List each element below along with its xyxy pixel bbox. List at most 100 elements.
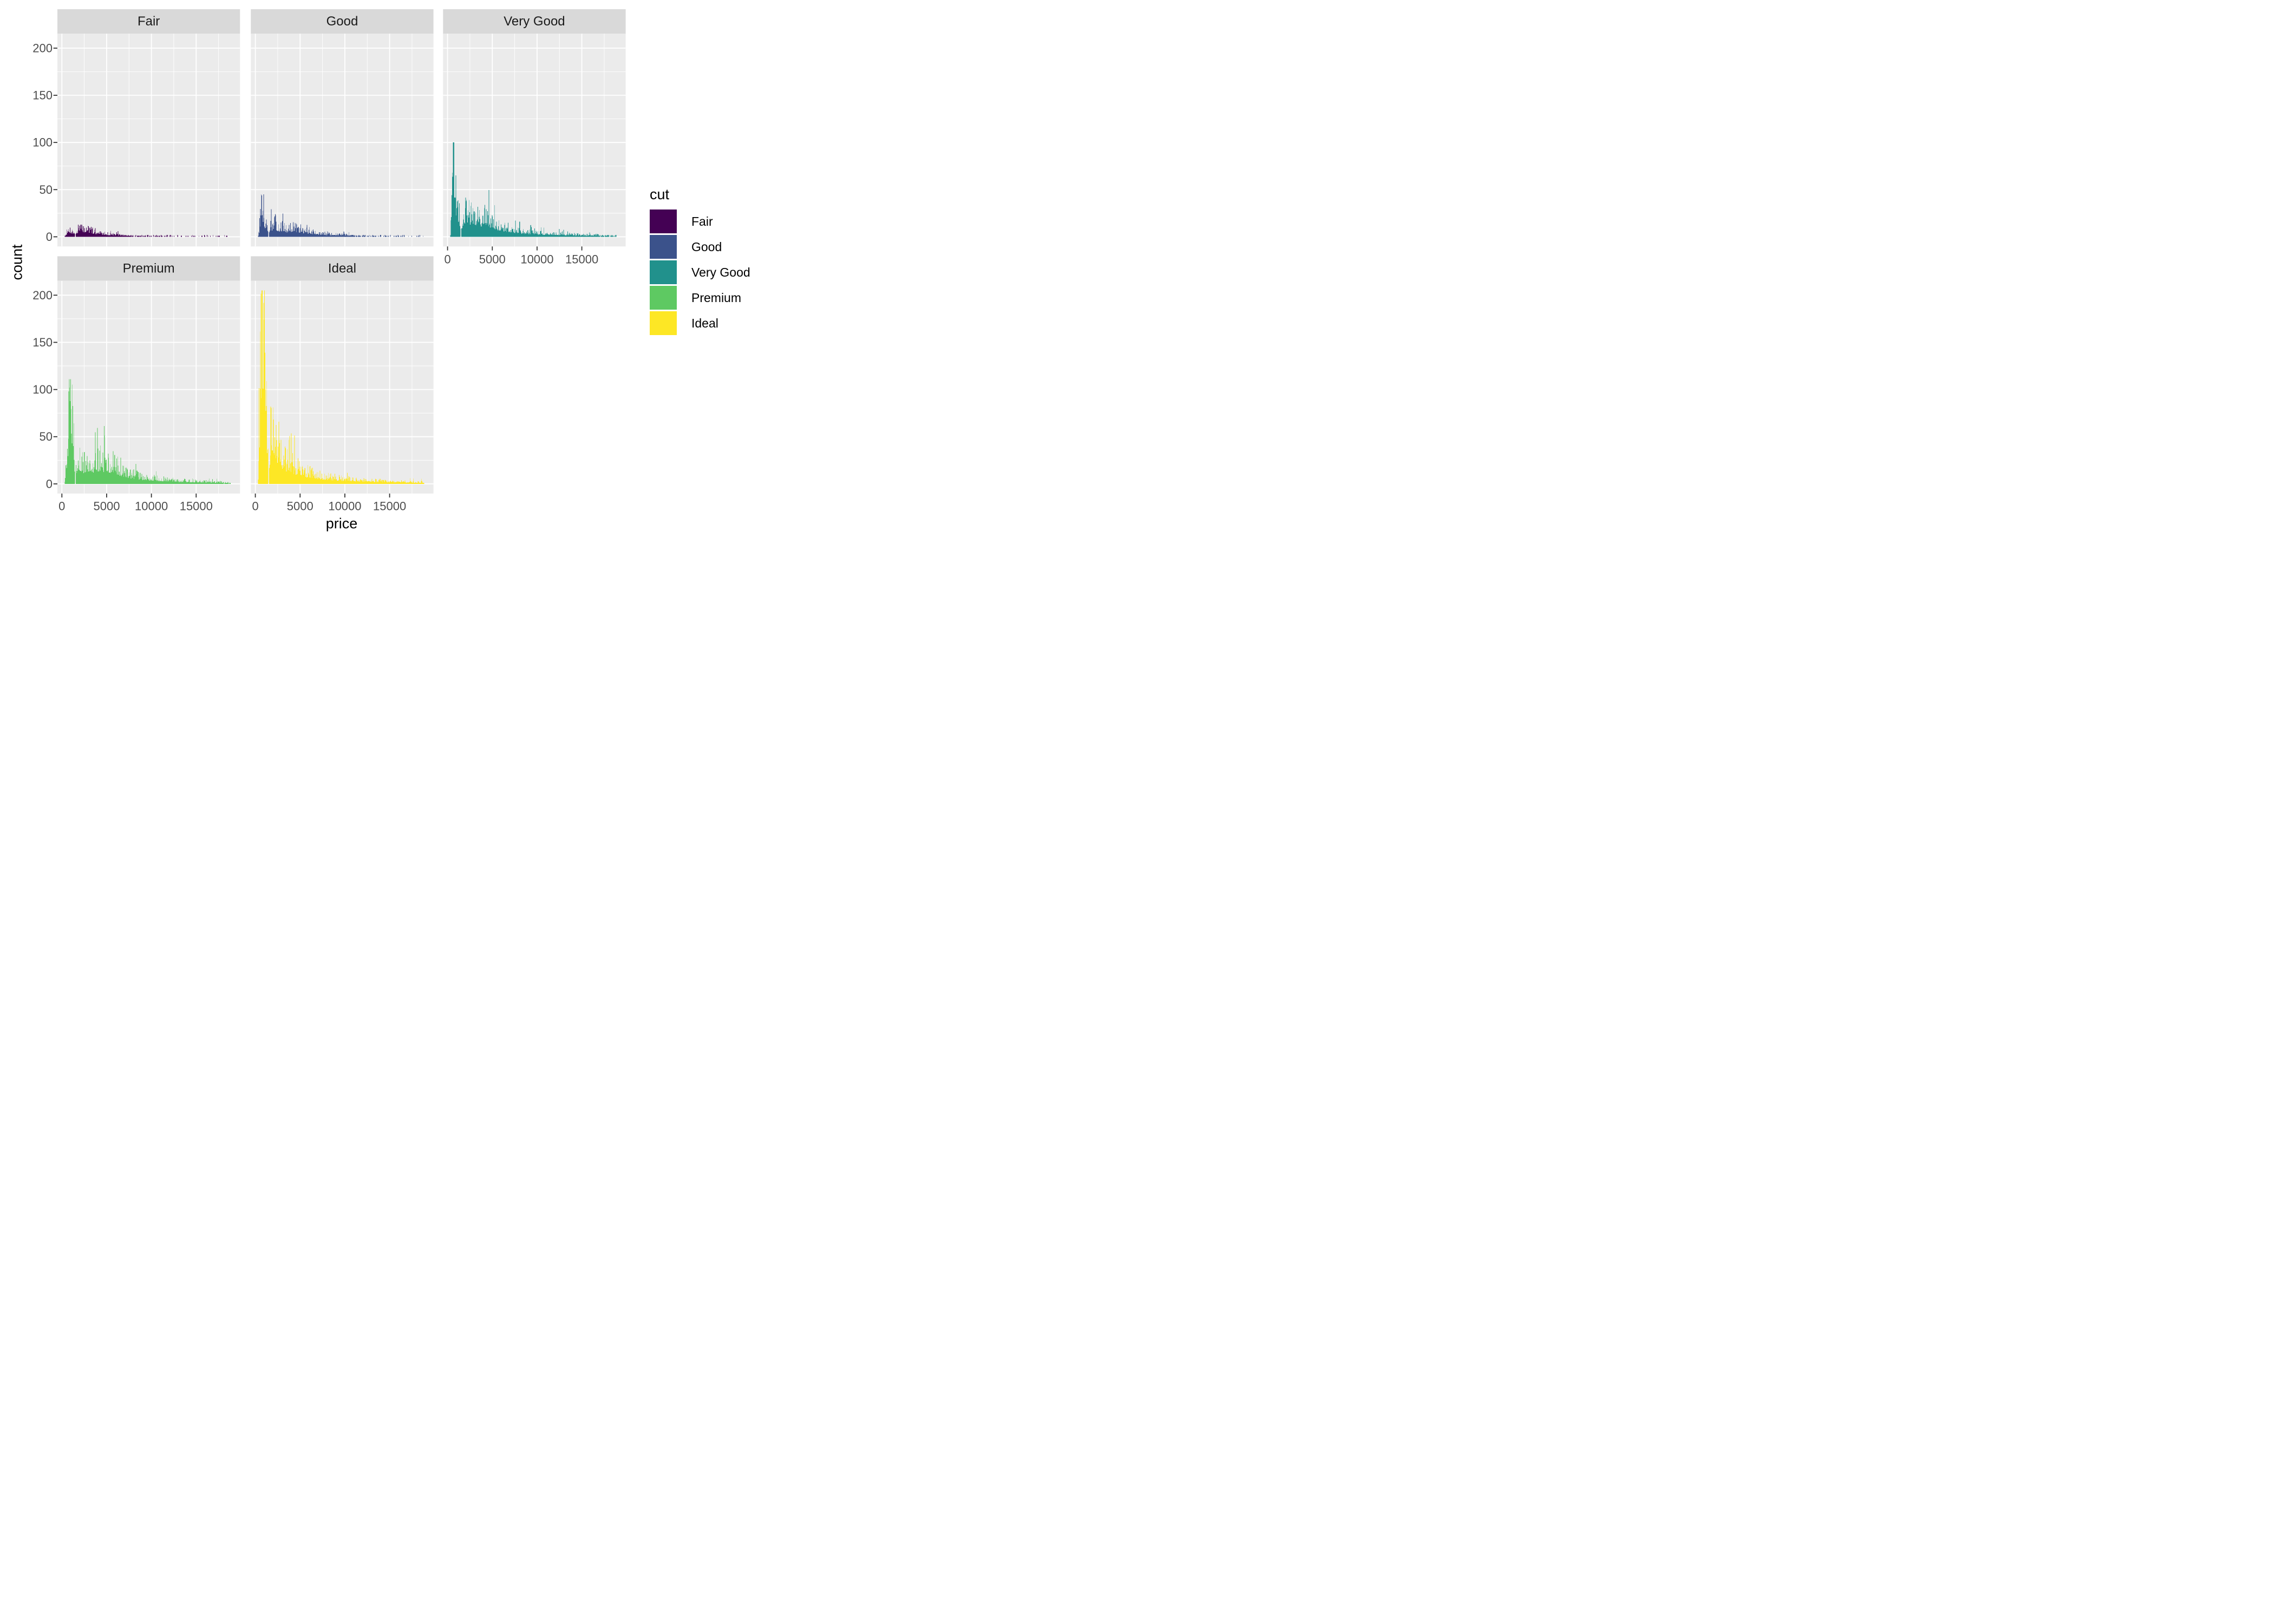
histogram-bar — [211, 482, 212, 484]
histogram-bar — [162, 235, 164, 237]
histogram-bar — [411, 482, 412, 484]
histogram-bar — [138, 235, 139, 237]
histogram-bar — [156, 234, 157, 237]
histogram-bar — [306, 225, 308, 237]
histogram-bar — [185, 235, 186, 237]
histogram-bar — [172, 481, 173, 484]
histogram-bar — [178, 481, 179, 484]
histogram-bar — [339, 480, 341, 484]
histogram-bar — [202, 482, 203, 484]
histogram-bar — [171, 479, 172, 484]
histogram-bar — [356, 477, 357, 484]
histogram-bar — [574, 233, 575, 237]
histogram-bar — [284, 223, 285, 237]
histogram-bar — [123, 235, 125, 237]
histogram-bar — [115, 470, 116, 484]
histogram-bar — [312, 474, 313, 484]
histogram-bar — [81, 472, 82, 484]
panel-grid — [443, 34, 626, 247]
histogram-bar — [351, 235, 352, 237]
histogram-bar — [270, 227, 271, 237]
histogram-bar — [280, 222, 282, 237]
histogram-bar — [299, 228, 300, 237]
histogram-bar — [117, 234, 118, 237]
histogram-bar — [293, 466, 295, 484]
histogram-bar — [322, 479, 323, 484]
histogram-bar — [93, 473, 94, 484]
histogram-bar — [109, 235, 110, 237]
y-tick-label: 200 — [32, 289, 53, 302]
histogram-bar — [359, 481, 360, 484]
histogram-bar — [477, 219, 478, 237]
histogram-bar — [91, 227, 92, 237]
histogram-bar — [69, 232, 70, 237]
histogram-bar — [540, 231, 541, 237]
histogram-bar — [585, 235, 586, 237]
histogram-bar — [370, 235, 371, 237]
legend: cut Fair Good Very Good Premium Ideal — [650, 187, 750, 337]
histogram-bar — [471, 202, 472, 237]
x-tick-label: 10000 — [520, 252, 553, 266]
histogram-bar — [416, 482, 417, 484]
histogram-bar — [406, 482, 407, 484]
histogram-bar — [267, 231, 268, 237]
histogram-bar — [333, 476, 334, 484]
histogram-bar — [527, 231, 528, 237]
histogram-bar — [137, 235, 138, 237]
histogram-bar — [97, 233, 99, 237]
histogram-bar — [525, 233, 526, 237]
histogram-bar — [272, 224, 273, 237]
histogram-bar — [493, 219, 494, 237]
histogram-bar — [182, 480, 184, 484]
histogram-bar — [195, 479, 196, 484]
histogram-bar — [219, 482, 220, 484]
histogram-bar — [337, 233, 338, 237]
histogram-bar — [491, 227, 492, 237]
histogram-bar — [378, 480, 379, 484]
facet-strip-label: Very Good — [504, 14, 565, 29]
histogram-bar — [345, 235, 346, 237]
x-tick-label: 0 — [444, 252, 450, 266]
histogram-bar — [271, 227, 272, 237]
histogram-bar — [326, 235, 328, 237]
histogram-bar — [150, 480, 151, 484]
histogram-bar — [258, 235, 259, 237]
histogram-bar — [601, 235, 602, 237]
histogram-bar — [318, 477, 319, 484]
histogram-bar — [514, 229, 515, 237]
histogram-bar — [97, 233, 98, 237]
histogram-bar — [586, 234, 587, 237]
histogram-bar — [605, 235, 606, 237]
histogram-bar — [119, 234, 120, 237]
histogram-bar — [577, 233, 578, 237]
histogram-bar — [108, 235, 109, 237]
histogram-bar — [162, 481, 164, 484]
histogram-bar — [465, 208, 466, 237]
histogram-bar — [515, 232, 517, 237]
histogram-bar — [221, 481, 222, 484]
histogram-bar — [374, 235, 375, 237]
histogram-bar — [341, 475, 342, 484]
histogram-bar — [210, 235, 211, 237]
histogram-bar — [499, 230, 500, 237]
histogram-bar — [117, 465, 119, 484]
histogram-bar — [191, 482, 192, 484]
bars-good — [258, 194, 423, 237]
histogram-bar — [276, 221, 277, 237]
histogram-bar — [138, 477, 139, 484]
histogram-bar — [139, 473, 140, 484]
legend-label: Premium — [691, 290, 742, 305]
histogram-bar — [261, 194, 262, 237]
histogram-bar — [208, 482, 209, 484]
histogram-bar — [343, 480, 344, 484]
histogram-bar — [192, 234, 193, 237]
histogram-bar — [311, 231, 312, 237]
histogram-bar — [84, 232, 86, 237]
histogram-bar — [561, 234, 563, 237]
histogram-bar — [478, 221, 479, 237]
histogram-bar — [77, 233, 79, 237]
histogram-bar — [590, 233, 591, 237]
histogram-bar — [209, 478, 210, 484]
histogram-bar — [410, 481, 411, 484]
histogram-bar — [113, 472, 114, 484]
